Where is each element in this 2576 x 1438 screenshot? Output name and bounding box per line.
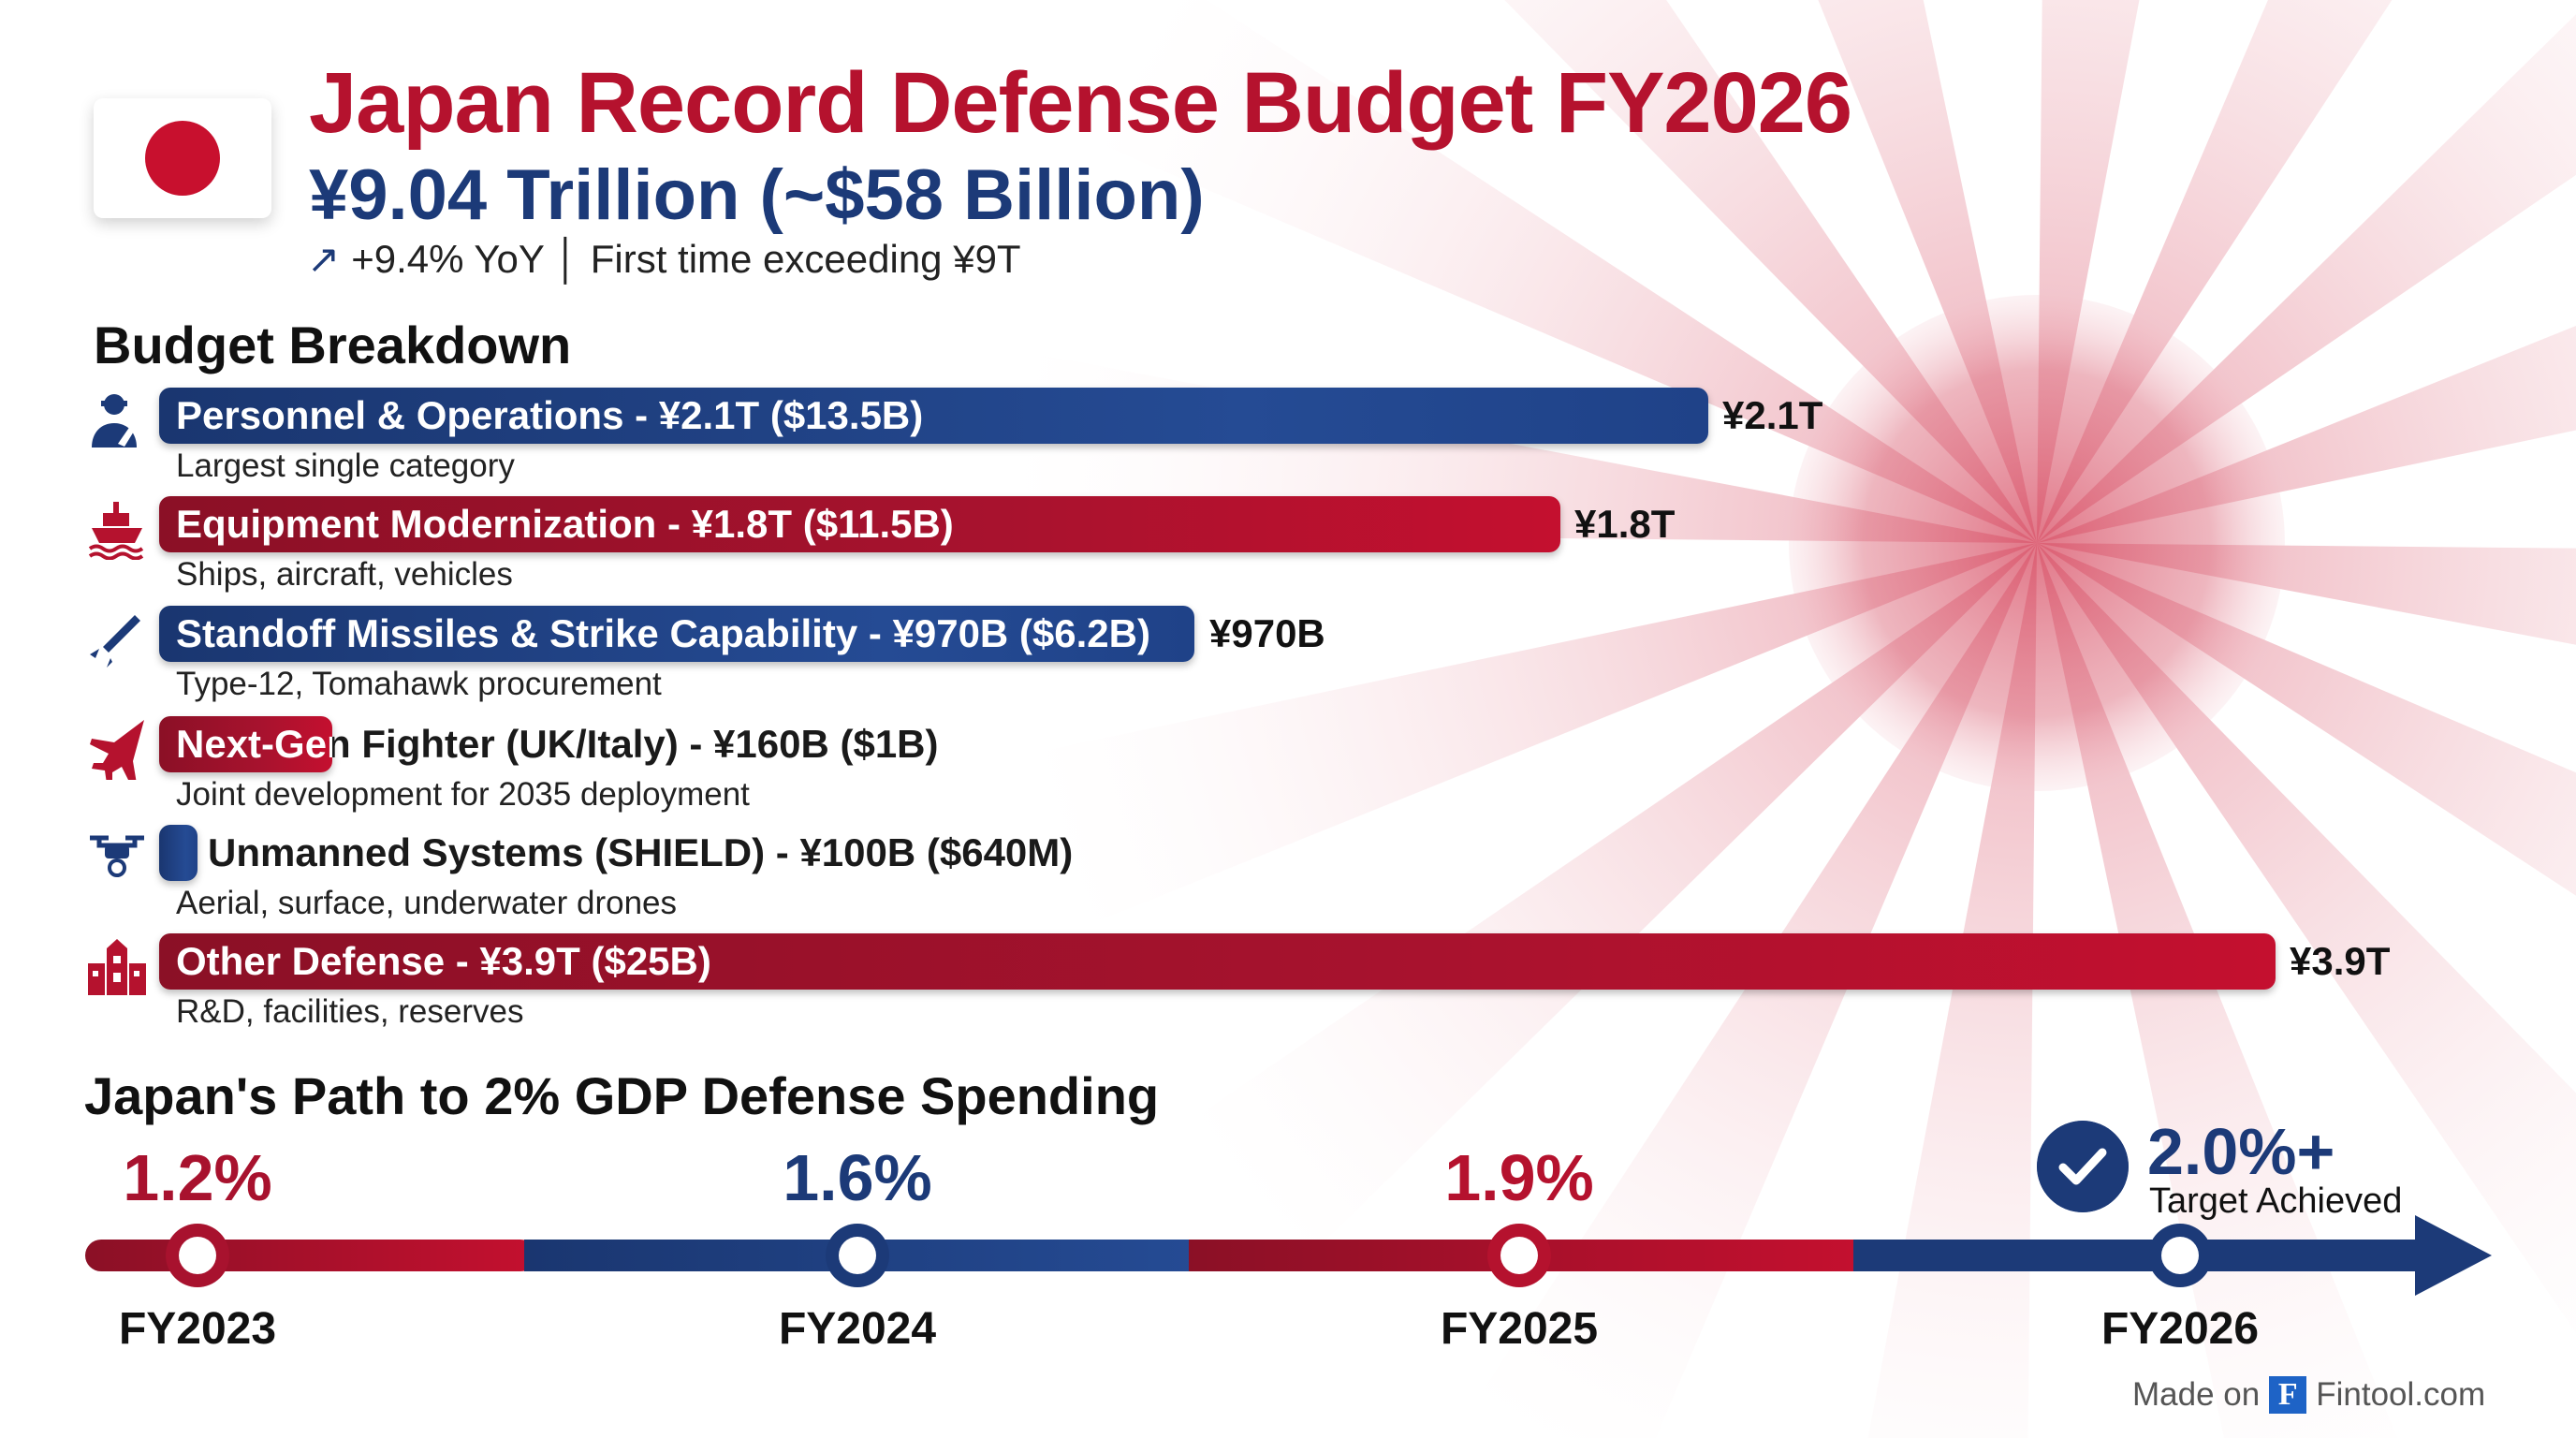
milestone-year: FY2023: [118, 1304, 277, 1354]
bar-value: ¥1.8T: [1574, 502, 1676, 546]
fintool-logo: F: [2269, 1376, 2307, 1414]
bar-value: ¥2.1T: [1722, 393, 1823, 437]
sun-ray: [2037, 543, 2398, 1438]
bar-note: R&D, facilities, reserves: [176, 993, 524, 1030]
bar-note: Ships, aircraft, vehicles: [176, 556, 513, 593]
breakdown-row: Other Defense - ¥3.9T ($25B) ¥3.9T R&D, …: [0, 933, 2576, 1042]
target-label: Target Achieved: [2149, 1181, 2403, 1221]
breakdown-row: Equipment Modernization - ¥1.8T ($11.5B)…: [0, 496, 2576, 605]
check-circle-icon: [2037, 1121, 2129, 1212]
bar-other: [159, 933, 2276, 990]
missile-icon: [90, 615, 140, 668]
bar-note: Aerial, surface, underwater drones: [176, 885, 677, 921]
bar-standoff: [159, 606, 1194, 662]
footer-credit: Made on F Fintool.com: [2132, 1376, 2485, 1414]
buildings-icon: [88, 939, 146, 995]
breakdown-row: Standoff Missiles & Strike Capability - …: [0, 606, 2576, 714]
bar-value: ¥970B: [1209, 611, 1325, 655]
milestone-year: FY2026: [2100, 1304, 2260, 1354]
timeline-track: [85, 1215, 2492, 1296]
sun-ray: [1451, 543, 2037, 1438]
bar-personnel: [159, 388, 1708, 444]
bar-fighter: [159, 716, 332, 772]
sun-ray: [725, 543, 2038, 1438]
bar-label: Personnel & Operations - ¥2.1T ($13.5B): [176, 393, 924, 437]
footer-prefix: Made on: [2132, 1376, 2261, 1413]
soldier-icon: [92, 394, 139, 448]
timeline-node: [1487, 1224, 1551, 1287]
fighter-jet-icon: [90, 720, 144, 780]
timeline-node: [826, 1224, 889, 1287]
milestone-year: FY2025: [1440, 1304, 1599, 1354]
sun-ray: [0, 158, 2037, 543]
tagline: ↗ +9.4% YoY │ First time exceeding ¥9T: [307, 236, 1021, 282]
japan-flag: [94, 98, 271, 218]
bar-label: Other Defense - ¥3.9T ($25B): [176, 939, 711, 983]
trend-up-arrow-icon: ↗: [307, 237, 341, 281]
drone-icon: [90, 835, 144, 877]
gdp-timeline: 1.2% 1.6% 1.9% FY2023 FY2024 FY2025 FY20…: [0, 1105, 2576, 1386]
footer-brand-link[interactable]: Fintool.com: [2316, 1376, 2486, 1413]
bar-note: Joint development for 2035 deployment: [176, 776, 750, 813]
bar-unmanned: [159, 825, 198, 881]
section-title-breakdown: Budget Breakdown: [94, 315, 572, 374]
sun-ray: [761, 0, 2038, 543]
bar-value: ¥3.9T: [2290, 939, 2391, 983]
bar-label: Next-Gen Fighter (UK/Italy) - ¥160B ($1B…: [176, 722, 939, 766]
timeline-node: [166, 1224, 229, 1287]
timeline-node: [2148, 1224, 2212, 1287]
budget-total: ¥9.04 Trillion (~$58 Billion): [309, 155, 1205, 235]
ship-icon: [88, 502, 144, 560]
milestone-year: FY2024: [778, 1304, 937, 1354]
bar-equipment: [159, 496, 1560, 552]
target-pct: 2.0%+: [2147, 1115, 2335, 1188]
section-title-path: Japan's Path to 2% GDP Defense Spending: [84, 1066, 1160, 1125]
bar-label: Equipment Modernization - ¥1.8T ($11.5B): [176, 502, 954, 546]
milestone-pct: 1.9%: [1444, 1141, 1594, 1214]
breakdown-row: Personnel & Operations - ¥2.1T ($13.5B) …: [0, 388, 2576, 496]
bar-label: Unmanned Systems (SHIELD) - ¥100B ($640M…: [208, 830, 1074, 874]
breakdown-row: Unmanned Systems (SHIELD) - ¥100B ($640M…: [0, 825, 2576, 933]
sun-ray: [1504, 0, 2037, 543]
bar-label: Standoff Missiles & Strike Capability - …: [176, 611, 1150, 655]
milestone-pct: 1.2%: [123, 1141, 272, 1214]
breakdown-row: Next-Gen Fighter (UK/Italy) - ¥160B ($1B…: [0, 716, 2576, 825]
milestone-pct: 1.6%: [783, 1141, 932, 1214]
tagline-text: +9.4% YoY │ First time exceeding ¥9T: [351, 237, 1021, 281]
bar-note: Type-12, Tomahawk procurement: [176, 666, 662, 702]
bar-note: Largest single category: [176, 448, 515, 484]
page-title: Japan Record Defense Budget FY2026: [309, 55, 1852, 151]
